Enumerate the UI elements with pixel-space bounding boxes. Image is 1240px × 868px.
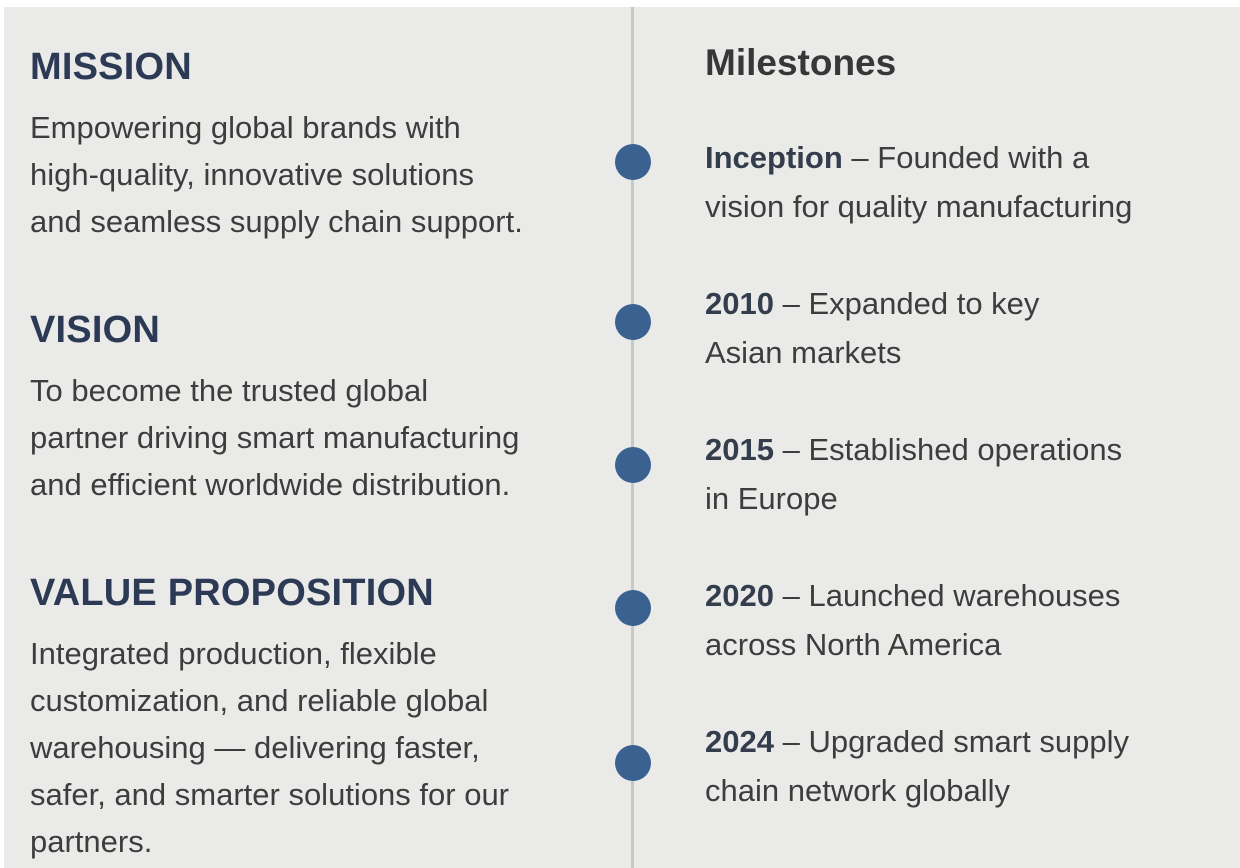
mission-body: Empowering global brands with high-quali…: [30, 110, 523, 239]
milestone-item-2024: 2024 – Upgraded smart supply chain netwo…: [705, 717, 1225, 815]
milestone-item-2010: 2010 – Expanded to key Asian markets: [705, 279, 1225, 377]
milestone-description: Established operations in Europe: [705, 432, 1123, 516]
timeline-line: [631, 7, 634, 868]
milestone-item-2020: 2020 – Launched warehouses across North …: [705, 571, 1225, 669]
milestone-label: 2010: [705, 286, 774, 321]
milestones-section: Milestones Inception – Founded with a vi…: [705, 40, 1225, 863]
milestone-description: Launched warehouses across North America: [705, 578, 1121, 662]
vision-heading: VISION: [30, 309, 161, 351]
milestone-separator: –: [782, 286, 800, 321]
milestone-label: 2015: [705, 432, 774, 467]
milestone-separator: –: [851, 140, 869, 175]
mission-heading: MISSION: [30, 46, 192, 88]
milestone-separator: –: [782, 432, 800, 467]
value-proposition-body: Integrated production, flexible customiz…: [30, 636, 510, 859]
milestone-description: Upgraded smart supply chain network glob…: [705, 724, 1129, 808]
section-vision: VISION To become the trusted global part…: [30, 307, 610, 508]
milestone-separator: –: [782, 724, 800, 759]
vision-body: To become the trusted global partner dri…: [30, 373, 520, 502]
timeline-dot-2020: [615, 590, 651, 626]
milestone-separator: –: [782, 578, 800, 613]
milestone-label: 2020: [705, 578, 774, 613]
timeline-dot-2024: [615, 745, 651, 781]
milestone-item-inception: Inception – Founded with a vision for qu…: [705, 133, 1225, 231]
timeline-dot-2015: [615, 447, 651, 483]
timeline-dot-inception: [615, 144, 651, 180]
milestone-label: 2024: [705, 724, 774, 759]
timeline-dot-2010: [615, 304, 651, 340]
value-proposition-heading: VALUE PROPOSITION: [30, 572, 434, 614]
section-value-proposition: VALUE PROPOSITION Integrated production,…: [30, 570, 610, 865]
milestone-item-2015: 2015 – Established operations in Europe: [705, 425, 1225, 523]
company-statements: MISSION Empowering global brands with hi…: [30, 44, 610, 868]
milestone-description: Founded with a vision for quality manufa…: [705, 140, 1133, 224]
milestone-description: Expanded to key Asian markets: [705, 286, 1040, 370]
milestone-label: Inception: [705, 140, 843, 175]
section-mission: MISSION Empowering global brands with hi…: [30, 44, 610, 245]
milestones-heading: Milestones: [705, 42, 897, 83]
